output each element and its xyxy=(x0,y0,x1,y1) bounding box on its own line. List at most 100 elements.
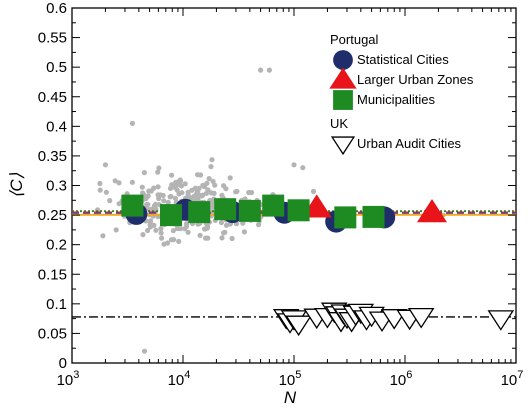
background-point xyxy=(208,190,214,196)
x-tick-label: 103 xyxy=(57,369,80,389)
background-point xyxy=(197,232,203,238)
x-tick-label: 104 xyxy=(168,369,191,389)
y-tick-label: 0 xyxy=(59,355,67,372)
background-point xyxy=(190,196,196,202)
background-point xyxy=(208,164,214,170)
x-tick-label: 105 xyxy=(279,369,302,389)
background-point xyxy=(151,203,157,209)
x-tick-base: 10 xyxy=(279,372,296,389)
background-point xyxy=(113,227,119,233)
background-point xyxy=(300,165,306,171)
legend-entry-label: Urban Audit Cities xyxy=(357,136,462,151)
y-axis-title: ⟨C⟩ xyxy=(7,172,26,198)
data-point xyxy=(362,205,385,228)
x-tick-exponent: 7 xyxy=(517,369,523,381)
y-tick-label: 0.1 xyxy=(46,296,67,313)
x-tick-exponent: 3 xyxy=(73,369,79,381)
legend-marker xyxy=(333,50,353,70)
background-point xyxy=(222,229,228,235)
background-point xyxy=(155,184,161,190)
background-point xyxy=(171,237,177,243)
x-tick-base: 10 xyxy=(168,372,185,389)
background-point xyxy=(291,162,297,168)
background-point xyxy=(159,235,165,241)
background-point xyxy=(189,187,195,193)
background-point xyxy=(206,176,212,182)
background-point xyxy=(145,193,151,199)
legend-marker xyxy=(329,67,357,89)
y-tick-label: 0.4 xyxy=(46,118,67,135)
background-point xyxy=(195,194,201,200)
background-point xyxy=(153,227,159,233)
background-point xyxy=(97,187,103,193)
x-tick-base: 10 xyxy=(501,372,518,389)
background-point xyxy=(161,198,167,204)
series-layer xyxy=(121,194,515,337)
y-tick-label: 0.05 xyxy=(38,325,67,342)
background-point xyxy=(198,172,204,178)
background-point xyxy=(139,184,145,190)
x-tick-base: 10 xyxy=(390,372,407,389)
y-tick-label: 0.2 xyxy=(46,237,67,254)
data-point xyxy=(262,194,285,217)
background-point xyxy=(175,225,181,231)
background-point xyxy=(158,230,164,236)
legend: Portugal Statistical Cities Larger Urban Z… xyxy=(329,32,474,156)
legend-group-title: Portugal xyxy=(330,32,379,47)
background-point xyxy=(102,162,108,168)
background-point xyxy=(258,67,264,73)
data-point xyxy=(334,206,357,229)
background-point xyxy=(209,157,215,163)
background-point xyxy=(169,172,175,178)
background-point xyxy=(204,225,210,231)
background-point xyxy=(155,169,161,175)
legend-marker xyxy=(330,136,356,156)
data-point xyxy=(416,199,448,223)
background-point xyxy=(165,240,171,246)
data-point xyxy=(214,198,237,221)
x-tick-exponent: 6 xyxy=(406,369,412,381)
background-point xyxy=(310,188,317,194)
background-point xyxy=(221,183,227,189)
background-point xyxy=(146,188,152,194)
y-tick-label: 0.3 xyxy=(46,178,67,195)
background-point xyxy=(219,235,225,241)
background-point xyxy=(129,179,135,185)
background-point xyxy=(156,165,162,171)
background-point xyxy=(201,184,207,190)
background-point xyxy=(182,226,188,232)
y-tick-label: 0.15 xyxy=(38,266,67,283)
background-point xyxy=(227,175,233,181)
data-point xyxy=(487,310,515,331)
data-point xyxy=(238,199,261,222)
y-tick-label: 0.35 xyxy=(38,148,67,165)
background-point xyxy=(158,226,164,232)
reference-lines-layer xyxy=(72,210,516,318)
series-urban-audit-cities xyxy=(272,302,515,337)
background-point xyxy=(148,218,154,224)
background-point xyxy=(168,193,174,200)
data-point xyxy=(160,204,182,227)
background-point xyxy=(203,190,209,196)
data-point xyxy=(407,307,435,329)
background-point xyxy=(185,229,191,235)
x-tick-exponent: 5 xyxy=(295,369,301,381)
x-tick-exponent: 4 xyxy=(184,369,190,381)
data-point xyxy=(285,315,312,337)
x-tick-label: 107 xyxy=(501,369,524,389)
background-point xyxy=(140,232,146,238)
background-point xyxy=(205,235,211,241)
background-point xyxy=(112,178,118,184)
background-point xyxy=(107,198,113,204)
background-point xyxy=(182,181,188,187)
background-point xyxy=(176,238,182,244)
legend-entry-label: Larger Urban Zones xyxy=(357,72,474,87)
data-point xyxy=(121,194,144,217)
x-axis-title: N xyxy=(284,388,297,407)
series-municipalities xyxy=(121,194,385,229)
background-point xyxy=(212,182,218,188)
legend-entry-label: Statistical Cities xyxy=(357,52,449,67)
background-point xyxy=(97,180,103,187)
